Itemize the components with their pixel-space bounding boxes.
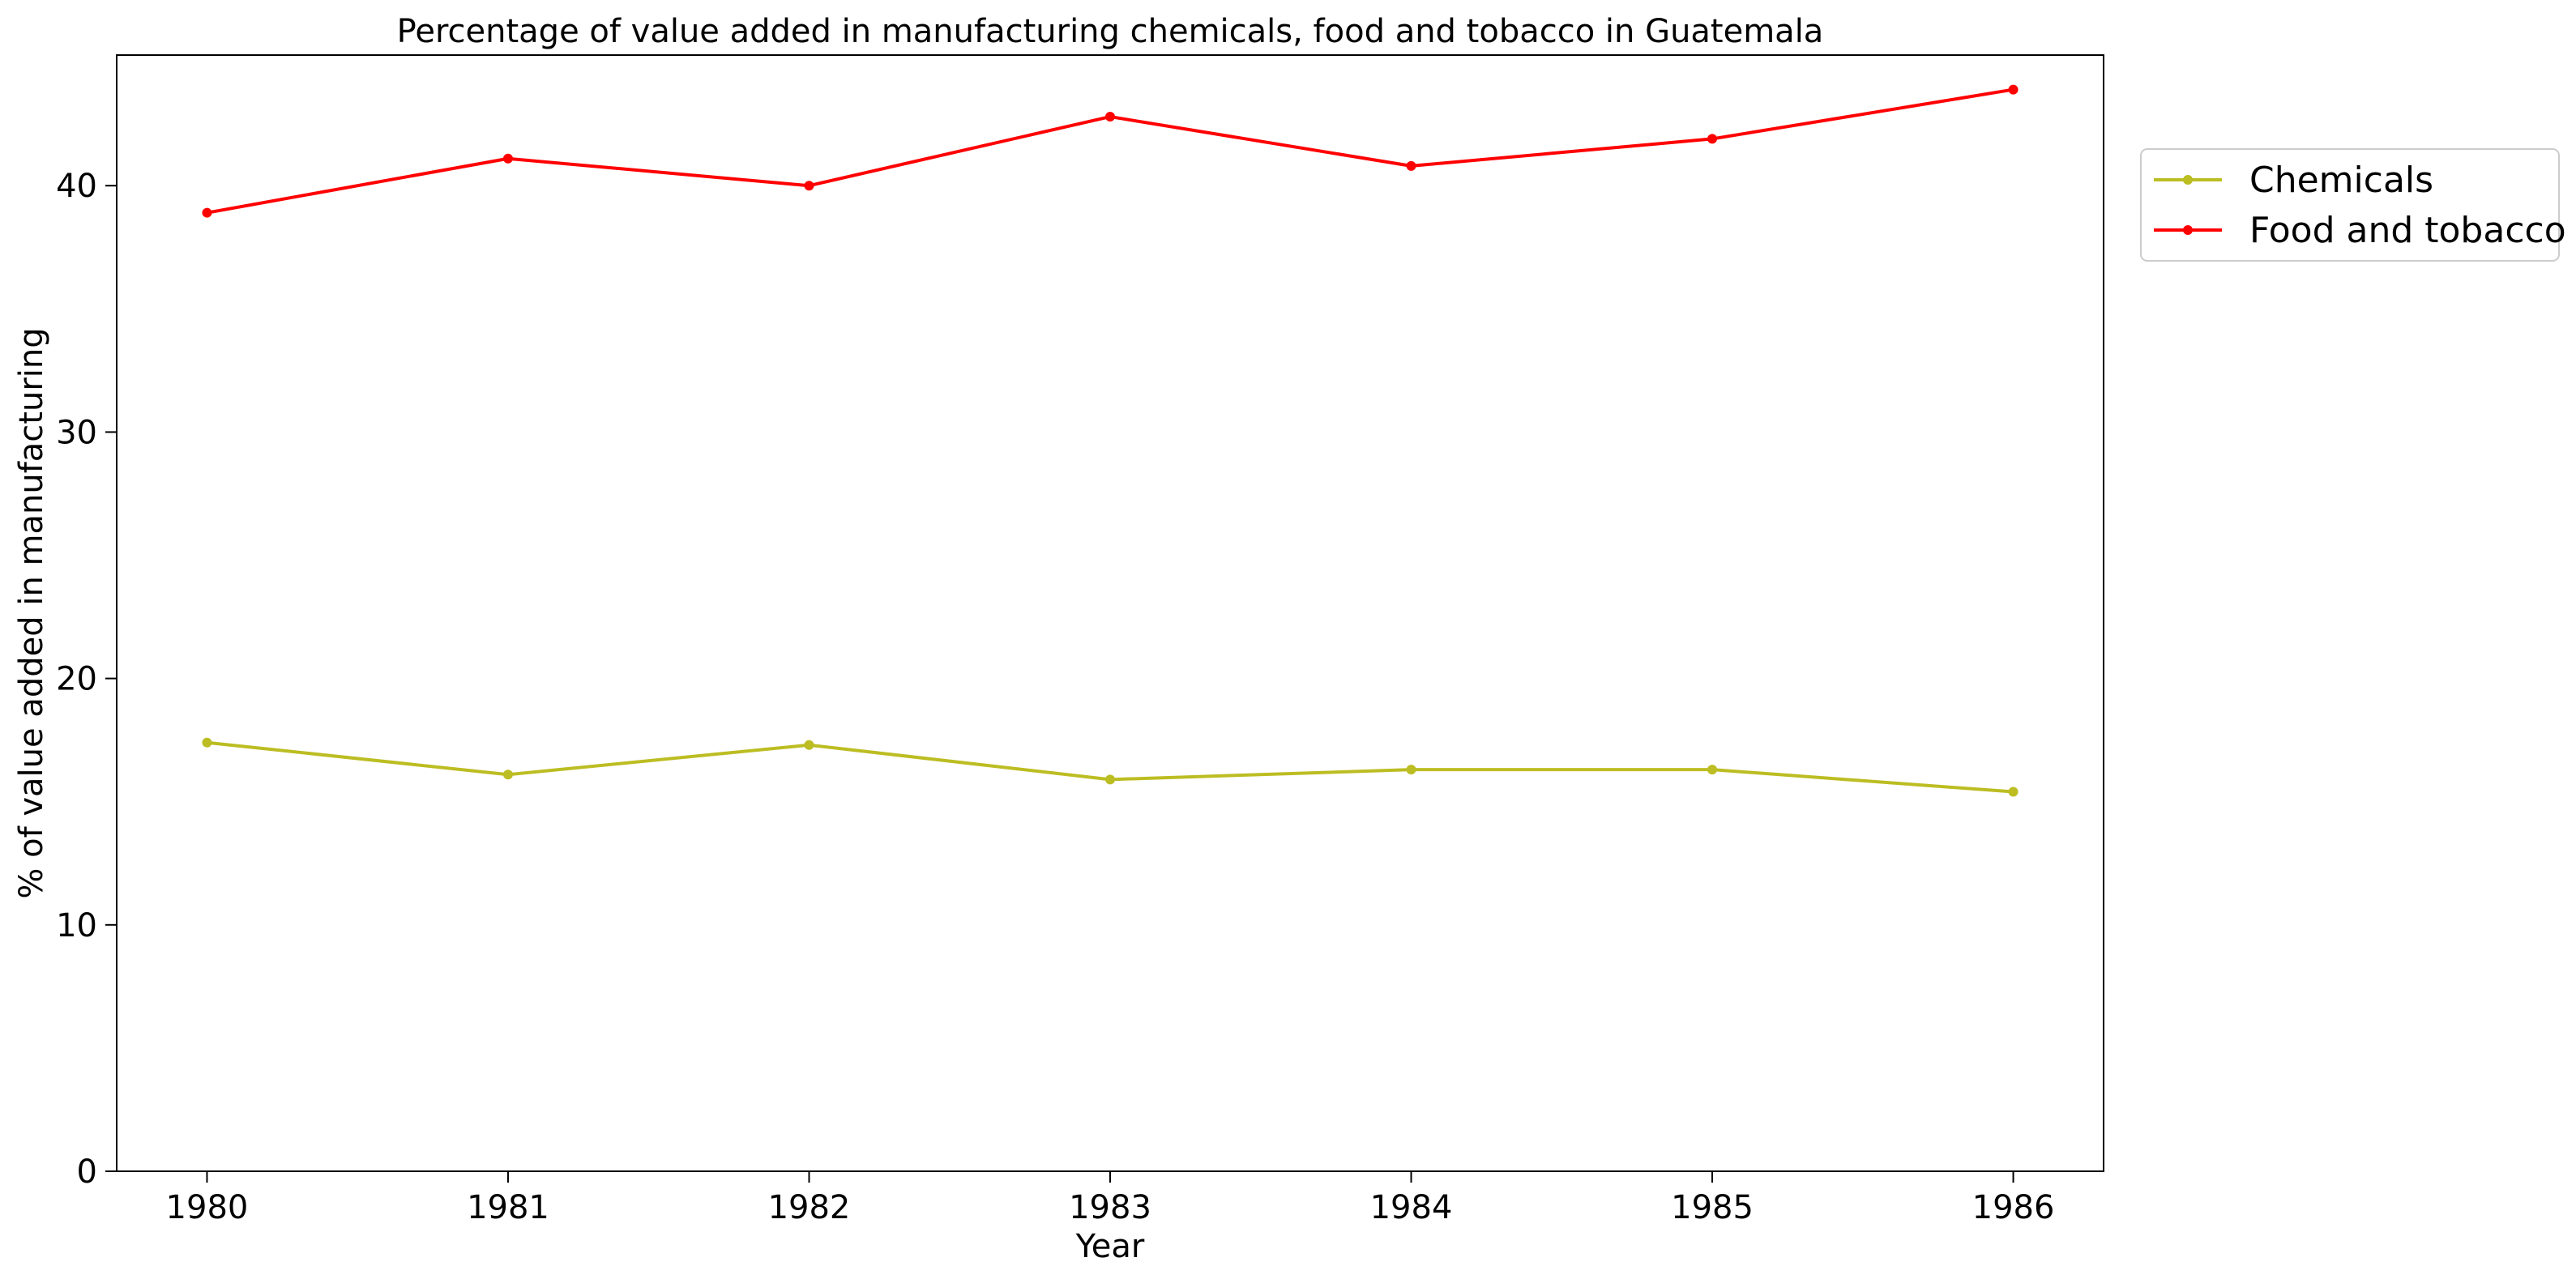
plot-area-frame xyxy=(116,54,2104,1172)
y-tick-label: 10 xyxy=(56,907,97,944)
x-axis: 1980 1981 1982 1983 1984 1985 1986 xyxy=(166,1171,2055,1226)
data-point xyxy=(202,737,212,748)
data-point xyxy=(1707,765,1718,775)
data-point xyxy=(2008,787,2019,797)
x-tick-label: 1985 xyxy=(1671,1189,1754,1226)
series-chemicals xyxy=(202,737,2019,797)
x-tick-label: 1986 xyxy=(1972,1189,2055,1226)
series-layer xyxy=(202,84,2019,797)
data-point xyxy=(502,153,513,164)
data-point xyxy=(1406,765,1416,775)
x-axis-label: Year xyxy=(1075,1228,1145,1265)
y-axis-label: % of value added in manufacturing xyxy=(13,327,50,898)
series-line xyxy=(207,87,2014,215)
data-point xyxy=(804,740,814,750)
legend-swatch-marker xyxy=(2183,225,2193,235)
x-tick-label: 1983 xyxy=(1069,1189,1151,1226)
data-point xyxy=(1105,774,1115,785)
x-tick-label: 1980 xyxy=(166,1189,249,1226)
x-tick-label: 1981 xyxy=(467,1189,549,1226)
data-point xyxy=(502,770,513,780)
y-tick-label: 20 xyxy=(56,661,97,698)
legend-item: Food and tobacco xyxy=(2154,210,2566,251)
data-point xyxy=(1105,112,1115,122)
y-axis: 0 10 20 30 40 xyxy=(56,168,117,1191)
data-point xyxy=(1707,134,1718,144)
legend-label: Chemicals xyxy=(2249,160,2433,201)
legend-box xyxy=(2140,148,2560,262)
series-line xyxy=(207,740,2014,794)
data-point xyxy=(1406,160,1416,171)
legend-label: Food and tobacco xyxy=(2249,210,2566,251)
data-point xyxy=(804,181,814,191)
chart-title: Percentage of value added in manufacturi… xyxy=(397,13,1824,50)
y-tick-label: 40 xyxy=(56,168,97,205)
x-tick-label: 1982 xyxy=(768,1189,851,1226)
series-food-and-tobacco xyxy=(202,84,2019,218)
legend-swatch-marker xyxy=(2183,175,2193,185)
legend: Chemicals Food and tobacco xyxy=(2140,148,2566,262)
data-point xyxy=(202,207,212,218)
data-point xyxy=(2008,84,2019,95)
y-tick-label: 0 xyxy=(77,1153,97,1191)
y-tick-label: 30 xyxy=(56,414,97,451)
x-tick-label: 1984 xyxy=(1370,1189,1453,1226)
legend-item: Chemicals xyxy=(2154,160,2433,201)
